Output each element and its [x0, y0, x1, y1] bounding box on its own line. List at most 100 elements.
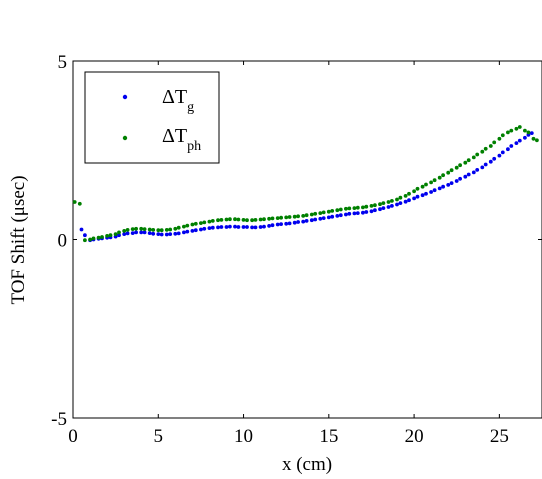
point-ph — [83, 238, 87, 243]
point-g — [210, 225, 215, 230]
point-ph — [207, 219, 212, 224]
point-ph — [321, 210, 326, 215]
point-ph — [531, 136, 536, 141]
point-ph — [134, 226, 139, 231]
point-g — [390, 204, 394, 208]
point-g — [199, 227, 203, 232]
point-g — [216, 225, 220, 230]
point-g — [517, 138, 522, 143]
point-g — [338, 213, 343, 218]
point-g — [463, 174, 468, 179]
point-ph — [142, 227, 147, 232]
point-g — [432, 188, 437, 193]
point-g — [344, 212, 348, 217]
point-g — [506, 147, 510, 152]
point-ph — [437, 175, 442, 180]
point-g — [330, 214, 335, 219]
point-ph — [523, 128, 527, 133]
point-ph — [449, 168, 454, 173]
point-ph — [378, 202, 382, 207]
point-ph — [398, 195, 403, 200]
point-g — [301, 219, 306, 224]
point-ph — [245, 218, 249, 223]
point-ph — [185, 223, 190, 228]
point-g — [122, 232, 127, 237]
point-ph — [113, 232, 118, 237]
point-ph — [373, 203, 377, 208]
point-ph — [301, 214, 306, 218]
point-ph — [100, 235, 104, 239]
point-g — [304, 219, 309, 223]
point-g — [449, 181, 454, 186]
point-ph — [72, 200, 77, 204]
point-g — [424, 191, 428, 196]
point-g — [79, 227, 84, 232]
point-g — [364, 210, 369, 214]
point-ph — [347, 206, 352, 211]
point-g — [321, 216, 326, 221]
point-ph — [381, 201, 386, 206]
point-ph — [156, 228, 161, 233]
point-ph — [344, 206, 348, 211]
axis-ticks — [72, 60, 542, 419]
point-g — [236, 225, 241, 229]
point-ph — [313, 211, 318, 216]
point-g — [381, 206, 386, 211]
legend-label-ph: ΔTph — [162, 125, 201, 154]
point-ph — [506, 130, 510, 135]
point-g — [168, 232, 173, 237]
x-tick-label: 0 — [68, 426, 78, 447]
point-ph — [432, 178, 437, 183]
point-ph — [415, 186, 420, 191]
y-tick-label: 5 — [58, 52, 68, 73]
point-ph — [250, 218, 255, 223]
point-g — [241, 225, 246, 229]
point-ph — [488, 144, 493, 148]
point-ph — [125, 228, 130, 232]
point-ph — [369, 204, 374, 208]
point-g — [446, 183, 451, 187]
point-g — [159, 232, 164, 237]
point-g — [500, 150, 505, 155]
point-g — [492, 156, 497, 161]
point-ph — [526, 130, 531, 135]
point-ph — [241, 218, 246, 222]
point-ph — [509, 128, 514, 133]
point-ph — [309, 212, 314, 217]
point-g — [415, 194, 420, 199]
point-ph — [77, 201, 82, 206]
point-g — [318, 216, 323, 221]
point-g — [258, 225, 263, 229]
point-g — [202, 226, 207, 231]
point-g — [335, 214, 340, 218]
x-tick-label: 10 — [234, 426, 253, 447]
point-g — [398, 201, 403, 206]
point-g — [412, 196, 416, 201]
point-g — [270, 223, 275, 228]
point-ph — [352, 206, 357, 211]
point-ph — [117, 230, 121, 235]
point-ph — [424, 182, 428, 187]
point-g — [313, 217, 318, 222]
point-g — [483, 162, 488, 167]
point-g — [233, 224, 237, 229]
point-g — [245, 225, 249, 229]
y-axis-label: TOF Shift (μsec) — [8, 175, 29, 304]
point-g — [173, 231, 178, 236]
point-ph — [199, 221, 203, 226]
point-ph — [517, 125, 522, 129]
point-ph — [287, 215, 292, 219]
point-g — [224, 225, 229, 229]
point-ph — [105, 234, 109, 238]
point-ph — [441, 173, 445, 178]
point-ph — [454, 165, 459, 170]
point-ph — [407, 191, 411, 196]
point-ph — [236, 217, 241, 222]
point-g — [207, 226, 212, 231]
legend-marker-g — [122, 94, 128, 100]
point-g — [134, 230, 139, 235]
point-ph — [335, 208, 340, 213]
point-ph — [412, 189, 416, 194]
point-ph — [176, 225, 181, 230]
point-ph — [147, 227, 152, 232]
